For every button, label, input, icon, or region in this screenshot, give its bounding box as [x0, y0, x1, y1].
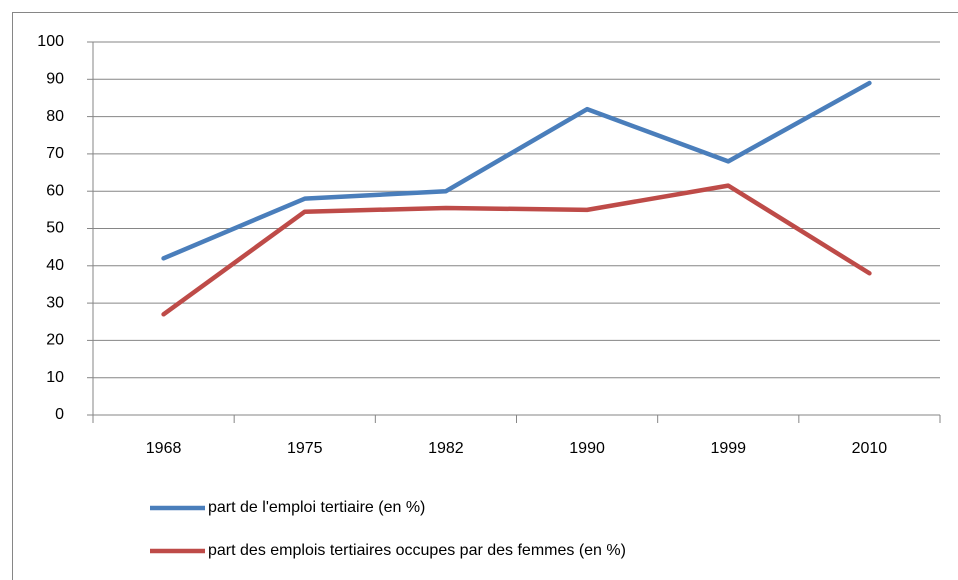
y-tick-label: 30 [46, 294, 64, 311]
x-tick-label: 2010 [852, 440, 888, 457]
y-tick-label: 0 [55, 406, 64, 423]
y-tick-label: 80 [46, 108, 64, 125]
x-tick-label: 1999 [710, 440, 746, 457]
x-tick-label: 1990 [569, 440, 605, 457]
y-tick-label: 20 [46, 332, 64, 349]
x-tick-label: 1982 [428, 440, 464, 457]
y-tick-label: 10 [46, 369, 64, 386]
series-line [161, 80, 872, 261]
legend-label: part des emplois tertiaires occupes par … [208, 542, 626, 559]
legend-label: part de l'emploi tertiaire (en %) [208, 499, 425, 516]
series-line [161, 183, 872, 317]
x-tick-label: 1975 [287, 440, 323, 457]
y-tick-label: 50 [46, 220, 64, 237]
y-tick-label: 40 [46, 257, 64, 274]
y-tick-label: 90 [46, 71, 64, 88]
y-tick-label: 100 [37, 33, 64, 50]
chart-border [12, 12, 958, 580]
x-tick-label: 1968 [146, 440, 182, 457]
y-tick-label: 70 [46, 145, 64, 162]
y-tick-label: 60 [46, 182, 64, 199]
